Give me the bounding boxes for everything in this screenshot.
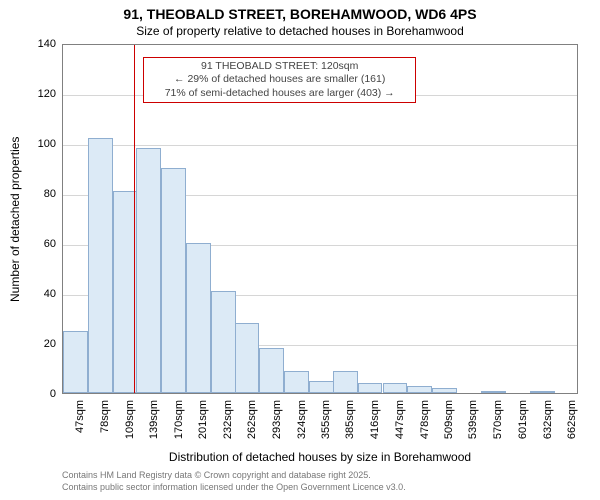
x-tick-label: 139sqm	[148, 400, 160, 450]
x-tick-label: 170sqm	[173, 400, 185, 450]
chart-subtitle: Size of property relative to detached ho…	[0, 24, 600, 38]
y-tick-label: 0	[24, 388, 56, 400]
histogram-bar	[235, 323, 260, 393]
x-tick-label: 632sqm	[542, 400, 554, 450]
y-tick-label: 100	[24, 138, 56, 150]
histogram-bar	[383, 383, 408, 393]
x-tick-label: 662sqm	[566, 400, 578, 450]
histogram-bar	[136, 148, 161, 393]
x-tick-label: 447sqm	[394, 400, 406, 450]
histogram-bar	[259, 348, 284, 393]
attribution-line-2: Contains public sector information licen…	[62, 482, 406, 492]
histogram-bar	[88, 138, 113, 393]
x-tick-label: 570sqm	[492, 400, 504, 450]
attribution-text: Contains HM Land Registry data © Crown c…	[62, 470, 406, 493]
histogram-bar	[432, 388, 457, 393]
y-tick-label: 80	[24, 188, 56, 200]
attribution-line-1: Contains HM Land Registry data © Crown c…	[62, 470, 371, 480]
x-tick-label: 355sqm	[320, 400, 332, 450]
histogram-bar	[333, 371, 358, 394]
x-tick-label: 324sqm	[296, 400, 308, 450]
x-tick-label: 478sqm	[419, 400, 431, 450]
histogram-bar	[211, 291, 236, 394]
y-tick-label: 120	[24, 88, 56, 100]
annotation-line-2: ← 29% of detached houses are smaller (16…	[174, 73, 385, 85]
x-tick-label: 201sqm	[197, 400, 209, 450]
annotation-line-1: 91 THEOBALD STREET: 120sqm	[201, 60, 358, 72]
y-axis-label: Number of detached properties	[8, 44, 24, 394]
histogram-bar	[63, 331, 88, 394]
x-tick-label: 78sqm	[99, 400, 111, 450]
x-tick-label: 539sqm	[467, 400, 479, 450]
annotation-line-3: 71% of semi-detached houses are larger (…	[165, 87, 395, 99]
marker-line	[134, 45, 135, 393]
histogram-bar	[530, 391, 555, 394]
gridline	[63, 145, 577, 146]
y-tick-label: 20	[24, 338, 56, 350]
histogram-bar	[186, 243, 211, 393]
histogram-bar	[481, 391, 506, 394]
histogram-bar	[284, 371, 309, 394]
histogram-bar	[161, 168, 186, 393]
y-tick-label: 60	[24, 238, 56, 250]
histogram-bar	[309, 381, 334, 394]
y-tick-label: 140	[24, 38, 56, 50]
x-tick-label: 109sqm	[124, 400, 136, 450]
x-tick-label: 385sqm	[344, 400, 356, 450]
x-tick-label: 262sqm	[246, 400, 258, 450]
histogram-chart: 91, THEOBALD STREET, BOREHAMWOOD, WD6 4P…	[0, 0, 600, 500]
x-axis-label: Distribution of detached houses by size …	[62, 450, 578, 464]
histogram-bar	[407, 386, 432, 394]
x-tick-label: 601sqm	[517, 400, 529, 450]
x-tick-label: 416sqm	[369, 400, 381, 450]
plot-area: 91 THEOBALD STREET: 120sqm← 29% of detac…	[62, 44, 578, 394]
annotation-box: 91 THEOBALD STREET: 120sqm← 29% of detac…	[143, 57, 416, 102]
x-tick-label: 293sqm	[271, 400, 283, 450]
y-tick-label: 40	[24, 288, 56, 300]
x-tick-label: 509sqm	[443, 400, 455, 450]
x-tick-label: 47sqm	[74, 400, 86, 450]
chart-title: 91, THEOBALD STREET, BOREHAMWOOD, WD6 4P…	[0, 6, 600, 22]
histogram-bar	[358, 383, 383, 393]
x-tick-label: 232sqm	[222, 400, 234, 450]
